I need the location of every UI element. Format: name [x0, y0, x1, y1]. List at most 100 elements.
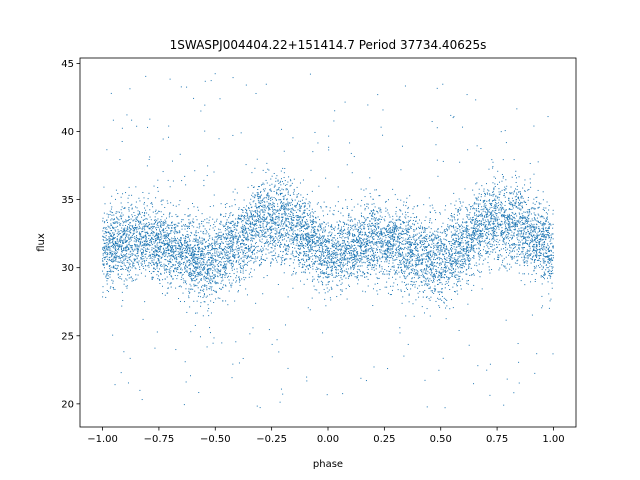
data-point: [485, 253, 487, 255]
data-point: [286, 240, 288, 242]
data-point: [507, 236, 509, 238]
data-point: [431, 256, 433, 258]
data-point: [199, 274, 201, 276]
data-point: [418, 227, 420, 229]
data-point: [155, 253, 157, 255]
data-point: [524, 237, 526, 239]
data-point: [130, 204, 132, 206]
data-point: [465, 227, 467, 229]
data-point: [552, 257, 554, 259]
data-point: [264, 188, 266, 190]
data-point: [480, 221, 482, 223]
data-point: [412, 265, 414, 267]
data-point: [250, 226, 252, 228]
data-point: [191, 252, 193, 254]
data-point: [409, 245, 411, 247]
data-point: [475, 234, 477, 236]
data-point: [392, 238, 394, 240]
data-point: [153, 257, 155, 259]
data-point: [530, 213, 532, 215]
data-point: [260, 224, 262, 226]
data-point: [271, 214, 273, 216]
data-point: [434, 285, 436, 287]
data-point: [306, 219, 308, 221]
data-point: [527, 250, 529, 252]
data-point: [325, 239, 327, 241]
data-point: [542, 239, 544, 241]
data-point: [311, 239, 313, 241]
data-point: [468, 244, 470, 246]
data-point: [247, 186, 249, 188]
data-point: [365, 239, 367, 241]
data-point: [340, 254, 342, 256]
data-point: [336, 252, 338, 254]
data-point: [506, 222, 508, 224]
data-point: [185, 270, 187, 272]
data-point: [491, 239, 493, 241]
data-point: [206, 289, 208, 291]
data-point: [292, 207, 294, 209]
data-point: [216, 250, 218, 252]
data-point: [154, 262, 156, 264]
data-point: [384, 252, 386, 254]
data-point: [516, 235, 518, 237]
data-point: [292, 242, 294, 244]
data-point: [378, 277, 380, 279]
data-point: [176, 258, 178, 260]
data-point: [138, 241, 140, 243]
data-point: [533, 247, 535, 249]
data-point: [227, 237, 229, 239]
data-point: [340, 233, 342, 235]
data-point: [329, 264, 331, 266]
data-point: [212, 272, 214, 274]
data-point: [467, 264, 469, 266]
data-point: [126, 234, 128, 236]
data-point: [507, 217, 509, 219]
data-point: [348, 257, 350, 259]
data-point: [548, 226, 550, 228]
data-point: [485, 221, 487, 223]
data-point: [236, 268, 238, 270]
data-point: [491, 205, 493, 207]
data-point: [272, 220, 274, 222]
data-point: [519, 230, 521, 232]
data-point: [354, 244, 356, 246]
data-point: [450, 263, 452, 265]
data-point: [157, 190, 159, 192]
data-point: [283, 195, 285, 197]
data-point: [319, 262, 321, 264]
data-point: [313, 231, 315, 233]
data-point: [149, 270, 151, 272]
data-point: [479, 244, 481, 246]
data-point: [199, 273, 201, 275]
data-point: [242, 231, 244, 233]
data-point: [436, 248, 438, 250]
data-point: [139, 266, 141, 268]
data-point: [494, 231, 496, 233]
data-point: [341, 278, 343, 280]
data-point: [542, 199, 544, 201]
data-point: [145, 241, 147, 243]
data-point: [481, 214, 483, 216]
data-point: [433, 273, 435, 275]
data-point: [454, 232, 456, 234]
data-point: [413, 238, 415, 240]
data-point: [495, 251, 497, 253]
data-point: [135, 268, 137, 270]
data-point: [347, 244, 349, 246]
data-point: [533, 261, 535, 263]
data-point: [311, 226, 313, 228]
data-point: [467, 234, 469, 236]
data-point: [178, 222, 180, 224]
data-point: [158, 254, 160, 256]
data-point: [223, 264, 225, 266]
data-point: [510, 202, 512, 204]
data-point: [329, 210, 331, 212]
data-point: [247, 262, 249, 264]
data-point: [204, 277, 206, 279]
data-point: [470, 219, 472, 221]
data-point: [170, 247, 172, 249]
data-point: [396, 215, 398, 217]
data-point: [493, 223, 495, 225]
data-point: [272, 219, 274, 221]
